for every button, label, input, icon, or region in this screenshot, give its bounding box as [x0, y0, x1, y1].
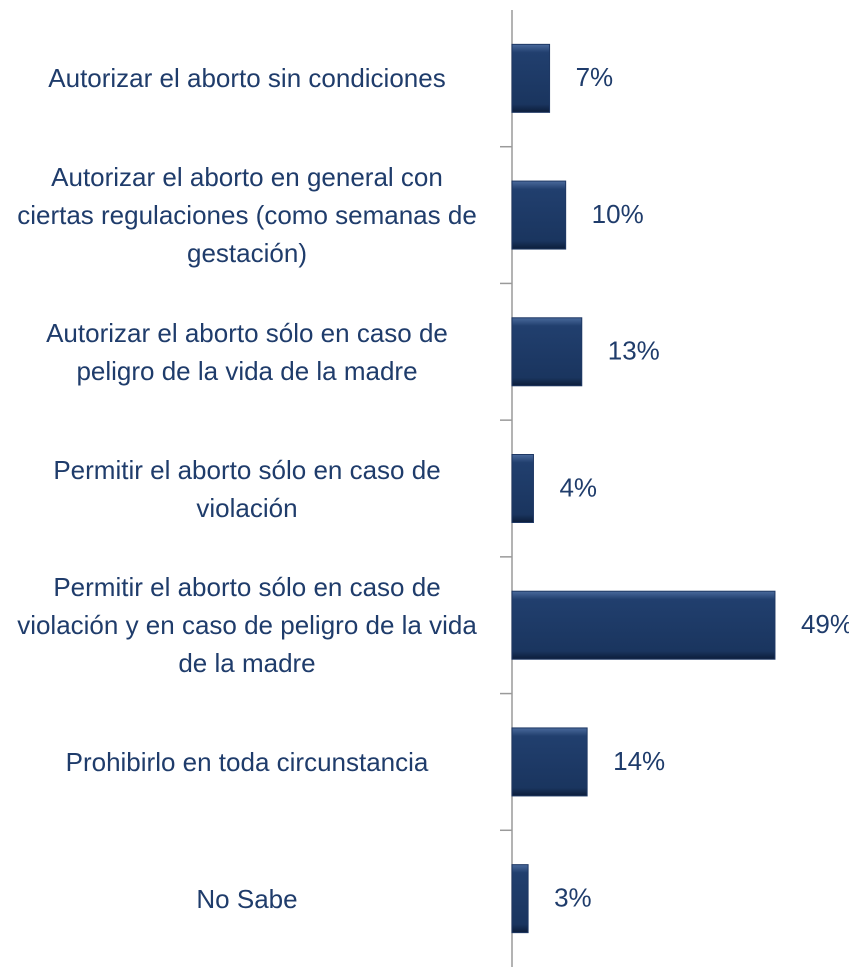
bar	[511, 590, 776, 660]
category-label: Autorizar el aborto sin condiciones	[48, 63, 446, 94]
bar	[511, 317, 583, 387]
category-label: Prohibirlo en toda circunstancia	[65, 746, 429, 777]
category-label: Autorizar el aborto en general con ciert…	[17, 162, 477, 269]
bar	[511, 43, 551, 113]
bar	[511, 180, 567, 250]
category-label: No Sabe	[196, 883, 298, 914]
category-label: Permitir el aborto sólo en caso de viola…	[17, 572, 477, 679]
value-label: 4%	[559, 472, 597, 502]
category-label: Autorizar el aborto sólo en caso de peli…	[46, 317, 448, 386]
bar	[511, 454, 534, 523]
value-label: 7%	[576, 62, 614, 92]
bar	[511, 864, 529, 934]
value-label: 3%	[554, 883, 592, 913]
value-label: 13%	[608, 336, 660, 366]
value-label: 14%	[613, 746, 665, 776]
value-label: 49%	[801, 609, 849, 639]
bar	[511, 727, 588, 797]
value-label: 10%	[592, 199, 644, 229]
category-label: Permitir el aborto sólo en caso de viola…	[53, 454, 441, 523]
